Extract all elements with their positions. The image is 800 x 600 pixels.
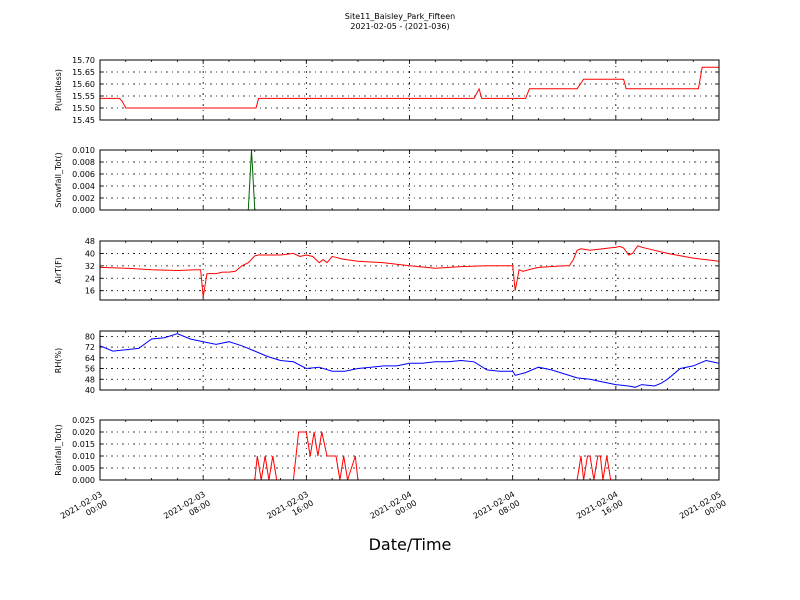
series-line bbox=[100, 245, 719, 297]
y-tick-label: 40 bbox=[85, 249, 95, 258]
y-tick-label: 15.65 bbox=[72, 68, 95, 77]
y-tick-label: 0.025 bbox=[72, 416, 95, 425]
y-tick-label: 80 bbox=[85, 332, 95, 341]
y-tick-label: 48 bbox=[85, 375, 95, 384]
y-tick-label: 16 bbox=[85, 287, 95, 296]
y-tick-label: 0.015 bbox=[72, 440, 95, 449]
y-axis-label: Snowfall_Tot() bbox=[54, 152, 63, 208]
plot-frame bbox=[99, 419, 720, 481]
y-tick-label: 48 bbox=[85, 237, 95, 246]
y-axis-label: AirT(F) bbox=[54, 257, 63, 284]
y-tick-label: 15.50 bbox=[72, 104, 95, 113]
chart-title: Site11_Baisley_Park_Fifteen bbox=[345, 12, 455, 21]
y-tick-label: 0.010 bbox=[72, 146, 95, 155]
plot-frame bbox=[99, 330, 720, 391]
y-tick-label: 0.008 bbox=[72, 158, 95, 167]
y-tick-label: 0.000 bbox=[72, 476, 95, 485]
y-tick-label: 32 bbox=[85, 262, 95, 271]
y-tick-label: 0.020 bbox=[72, 428, 95, 437]
panel-4: 0.000 0.005 0.010 0.015 0.020 0.025 Rainfall_T… bbox=[54, 416, 720, 485]
plot-frame bbox=[99, 149, 720, 211]
y-axis-label: P(unitless) bbox=[54, 69, 63, 111]
y-axis-label: RH(%) bbox=[54, 348, 63, 373]
y-tick-label: 0.006 bbox=[72, 170, 95, 179]
series-line bbox=[100, 431, 719, 480]
plot-frame bbox=[99, 59, 720, 121]
y-tick-label: 0.000 bbox=[72, 206, 95, 215]
y-tick-label: 0.004 bbox=[72, 182, 95, 191]
panel-1: 0.000 0.002 0.004 0.006 0.008 0.010 Snowfall_T… bbox=[54, 146, 720, 215]
y-tick-label: 40 bbox=[85, 386, 95, 395]
y-tick-label: 64 bbox=[85, 354, 95, 363]
y-tick-label: 15.60 bbox=[72, 80, 95, 89]
plot-frame bbox=[99, 240, 720, 301]
y-tick-label: 15.70 bbox=[72, 56, 95, 65]
chart-subtitle: 2021-02-05 - (2021-036) bbox=[350, 22, 449, 31]
y-tick-label: 15.45 bbox=[72, 116, 95, 125]
y-tick-label: 15.55 bbox=[72, 92, 95, 101]
y-tick-label: 0.010 bbox=[72, 452, 95, 461]
y-tick-label: 0.005 bbox=[72, 464, 95, 473]
y-tick-label: 56 bbox=[85, 365, 95, 374]
series-line bbox=[100, 333, 719, 388]
y-tick-label: 72 bbox=[85, 343, 95, 352]
panel-0: 15.45 15.50 15.55 15.60 15.65 15.70 P(unitless… bbox=[54, 56, 720, 125]
panels-group: 15.45 15.50 15.55 15.60 15.65 15.70 P(unitless… bbox=[54, 56, 720, 485]
y-axis-label: Rainfall_Tot() bbox=[54, 424, 63, 476]
series-line bbox=[100, 66, 719, 109]
y-tick-label: 24 bbox=[85, 274, 95, 283]
y-tick-label: 0.002 bbox=[72, 194, 95, 203]
panel-2: 16 24 32 40 48 AirT(F) bbox=[54, 237, 720, 301]
x-axis-label: Date/Time bbox=[369, 535, 452, 554]
